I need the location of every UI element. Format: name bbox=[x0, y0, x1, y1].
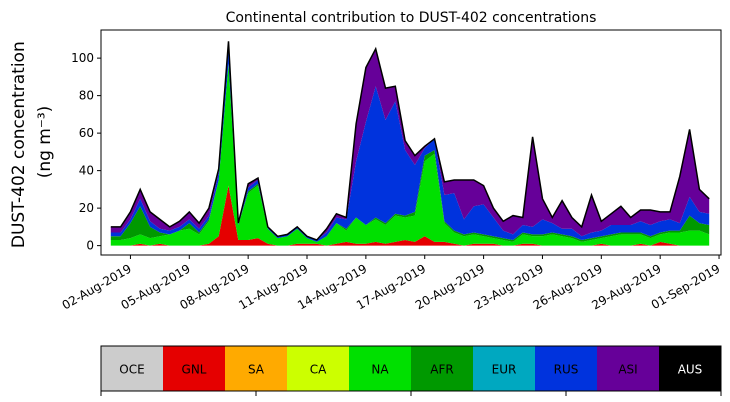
y-axis-label-line2: (ng m⁻³) bbox=[35, 106, 55, 179]
legend-swatch-na bbox=[349, 346, 411, 391]
legend-label-na: NA bbox=[371, 363, 389, 377]
legend-swatch-sa bbox=[225, 346, 287, 391]
area-na bbox=[110, 63, 710, 246]
legend-swatch-rus bbox=[535, 346, 597, 391]
y-tick-label: 0 bbox=[86, 239, 94, 253]
x-axis: 02-Aug-201905-Aug-201908-Aug-201911-Aug-… bbox=[60, 255, 723, 312]
y-tick-label: 80 bbox=[79, 89, 94, 103]
legend-swatch-oce bbox=[101, 346, 163, 391]
legend-label-rus: RUS bbox=[554, 363, 579, 377]
legend-swatch-afr bbox=[411, 346, 473, 391]
legend-label-gnl: GNL bbox=[182, 363, 207, 377]
y-tick-label: 20 bbox=[79, 201, 94, 215]
area-gnl bbox=[110, 185, 710, 246]
legend-label-eur: EUR bbox=[492, 363, 517, 377]
legend-swatch-aus bbox=[659, 346, 721, 391]
y-tick-label: 100 bbox=[71, 51, 94, 65]
legend-label-afr: AFR bbox=[430, 363, 453, 377]
y-tick-label: 60 bbox=[79, 126, 94, 140]
legend-swatch-gnl bbox=[163, 346, 225, 391]
y-axis: 0 20 40 60 80 100 bbox=[71, 51, 101, 253]
y-tick-label: 40 bbox=[79, 164, 94, 178]
chart-title: Continental contribution to DUST-402 con… bbox=[226, 10, 597, 26]
plot-frame bbox=[100, 29, 722, 256]
plot-area bbox=[100, 29, 722, 256]
legend-swatch-ca bbox=[287, 346, 349, 391]
legend-label-oce: OCE bbox=[119, 363, 144, 377]
legend-label-sa: SA bbox=[248, 363, 265, 377]
total-line bbox=[110, 41, 710, 241]
legend-swatch-eur bbox=[473, 346, 535, 391]
legend-swatch-asi bbox=[597, 346, 659, 391]
legend-label-asi: ASI bbox=[618, 363, 637, 377]
y-axis-label-line1: DUST-402 concentration bbox=[9, 41, 29, 248]
legend-label-ca: CA bbox=[310, 363, 327, 377]
y-axis-label: DUST-402 concentration (ng m⁻³) bbox=[9, 36, 55, 248]
legend: OCE GNL SA CA NA AFR EUR RUS ASI AUS bbox=[100, 345, 722, 396]
legend-label-aus: AUS bbox=[678, 363, 703, 377]
